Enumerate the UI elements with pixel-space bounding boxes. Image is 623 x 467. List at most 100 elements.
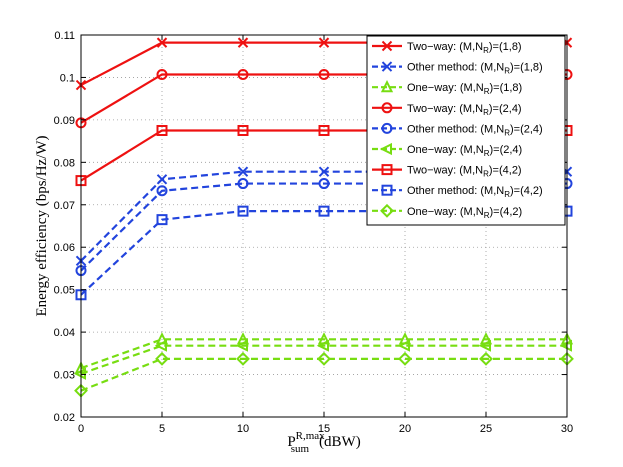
legend-label-suffix: )=(4,2) [490, 206, 523, 218]
data-point [318, 37, 330, 48]
y-tick-label: 0.11 [54, 30, 75, 42]
data-point [318, 178, 330, 190]
legend-label-subscript: R [483, 170, 489, 179]
data-point [237, 37, 249, 48]
axis-ticks: 0 5 10 15 20 25 30 0.02 0.03 0.04 0.05 0.06 0.07 0.08… [54, 30, 574, 435]
legend-item: One−way: (M,NR)=(1,8) [372, 79, 522, 96]
legend-label-prefix: Other method: (M,N [407, 123, 504, 135]
legend-item: Other method: (M,NR)=(1,8) [372, 61, 543, 76]
legend: Two−way: (M,NR)=(1,8)Other method: (M,NR… [366, 35, 566, 226]
data-point [397, 339, 410, 352]
x-tick-label: 0 [78, 423, 84, 435]
series-line [80, 182, 567, 272]
legend-marker [381, 164, 393, 176]
data-point [235, 339, 248, 352]
y-tick-label: 0.06 [54, 242, 75, 254]
data-point [318, 125, 330, 136]
data-point [317, 351, 331, 366]
x-tick-label: 20 [399, 423, 411, 435]
legend-marker [381, 184, 393, 196]
legend-marker [381, 102, 393, 114]
data-point [479, 351, 493, 366]
legend-label: One−way: (M,NR)=(1,8) [407, 82, 522, 96]
x-axis-title-unit: (dBW) [319, 434, 361, 450]
data-point [318, 68, 330, 80]
legend-item: One−way: (M,NR)=(2,4) [372, 142, 522, 158]
y-tick-label: 0.04 [54, 327, 75, 339]
series-line [80, 357, 567, 392]
y-tick-label: 0.08 [54, 157, 75, 169]
series-line [80, 344, 567, 375]
legend-label: One−way: (M,NR)=(4,2) [407, 206, 522, 220]
y-tick-label: 0.02 [54, 412, 75, 424]
legend-label-prefix: Two−way: (M,N [407, 103, 483, 115]
data-point [156, 68, 168, 80]
legend-label-suffix: )=(4,2) [489, 165, 522, 177]
data-point [237, 205, 249, 217]
legend-label-suffix: )=(2,4) [489, 103, 522, 115]
legend-label-prefix: Other method: (M,N [407, 185, 504, 197]
series-8 [74, 351, 574, 398]
x-axis-title-subscript: sum [291, 443, 310, 455]
legend-item: One−way: (M,NR)=(4,2) [372, 203, 522, 220]
legend-marker [381, 40, 393, 52]
data-point [478, 339, 491, 352]
legend-label-suffix: )=(4,2) [510, 185, 543, 197]
y-tick-label: 0.03 [54, 370, 75, 382]
legend-label-subscript: R [484, 87, 490, 96]
x-axis-title-superscript: R,max [296, 430, 326, 442]
data-point [316, 339, 329, 352]
data-point [398, 351, 412, 366]
legend-item: Two−way: (M,NR)=(1,8) [372, 40, 522, 55]
legend-label-suffix: )=(1,8) [490, 82, 523, 94]
data-point [156, 125, 168, 136]
legend-label: Two−way: (M,NR)=(4,2) [407, 165, 522, 179]
data-point [237, 68, 249, 80]
data-point [237, 166, 249, 177]
data-point [154, 339, 167, 352]
legend-label-subscript: R [504, 67, 510, 76]
x-tick-label: 10 [237, 423, 249, 435]
legend-label-suffix: )=(2,4) [490, 144, 523, 156]
data-point [156, 37, 168, 48]
legend-label-subscript: R [504, 190, 510, 199]
legend-label-prefix: One−way: (M,N [407, 206, 484, 218]
data-point [318, 166, 330, 177]
legend-label: Two−way: (M,NR)=(1,8) [407, 41, 522, 55]
data-point [156, 214, 168, 226]
x-axis-title: PR,max sum (dBW) [287, 430, 360, 455]
x-axis-title-main: P [287, 434, 295, 450]
y-tick-label: 0.05 [54, 285, 75, 297]
legend-marker [381, 61, 393, 72]
legend-label: Other method: (M,NR)=(2,4) [407, 123, 543, 137]
legend-label: One−way: (M,NR)=(2,4) [407, 144, 522, 158]
y-tick-label: 0.1 [60, 72, 75, 84]
data-point [237, 178, 249, 190]
legend-label-subscript: R [484, 149, 490, 158]
legend-marker [379, 142, 392, 156]
data-point [156, 174, 168, 185]
legend-marker [381, 122, 393, 134]
legend-label: Other method: (M,NR)=(4,2) [407, 185, 543, 199]
data-point [156, 185, 168, 197]
data-point [237, 125, 249, 136]
data-point [318, 205, 330, 217]
legend-label-suffix: )=(1,8) [489, 41, 522, 53]
y-tick-label: 0.09 [54, 115, 75, 127]
x-tick-label: 25 [480, 423, 492, 435]
legend-label: Other method: (M,NR)=(1,8) [407, 62, 543, 76]
data-point [236, 351, 250, 366]
legend-label-prefix: One−way: (M,N [407, 144, 484, 156]
legend-marker [380, 79, 394, 93]
legend-item: Other method: (M,NR)=(4,2) [372, 184, 543, 199]
x-tick-label: 5 [159, 423, 165, 435]
x-tick-label: 30 [561, 423, 573, 435]
series-line [80, 338, 567, 370]
y-tick-label: 0.07 [54, 200, 75, 212]
x-tick-label: 15 [318, 423, 330, 435]
legend-label: Two−way: (M,NR)=(2,4) [407, 103, 522, 117]
legend-label-subscript: R [483, 46, 489, 55]
y-axis-title: Energy efficiency (bps/Hz/W) [34, 135, 50, 316]
data-point [155, 351, 169, 366]
